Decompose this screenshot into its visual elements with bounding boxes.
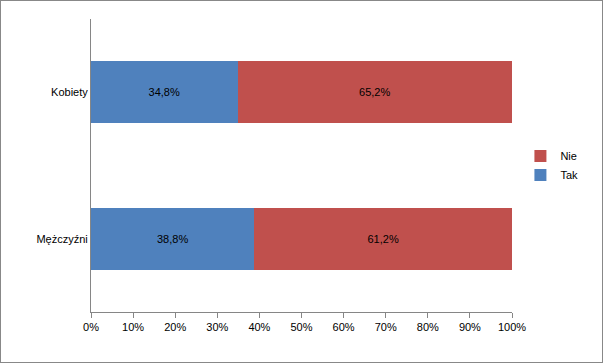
svg-text:0%: 0% xyxy=(83,321,99,333)
svg-text:40%: 40% xyxy=(248,321,270,333)
svg-text:Kobiety: Kobiety xyxy=(51,86,88,98)
svg-text:65,2%: 65,2% xyxy=(359,86,390,98)
svg-text:30%: 30% xyxy=(206,321,228,333)
svg-text:Mężczyźni: Mężczyźni xyxy=(36,233,87,245)
svg-text:61,2%: 61,2% xyxy=(367,233,398,245)
svg-text:Tak: Tak xyxy=(560,169,578,181)
svg-text:38,8%: 38,8% xyxy=(157,233,188,245)
svg-text:100%: 100% xyxy=(498,321,526,333)
svg-text:50%: 50% xyxy=(290,321,312,333)
svg-text:70%: 70% xyxy=(375,321,397,333)
svg-text:60%: 60% xyxy=(333,321,355,333)
svg-text:Nie: Nie xyxy=(560,150,577,162)
svg-text:20%: 20% xyxy=(164,321,186,333)
svg-text:80%: 80% xyxy=(417,321,439,333)
svg-text:34,8%: 34,8% xyxy=(149,86,180,98)
svg-text:90%: 90% xyxy=(459,321,481,333)
svg-text:10%: 10% xyxy=(122,321,144,333)
